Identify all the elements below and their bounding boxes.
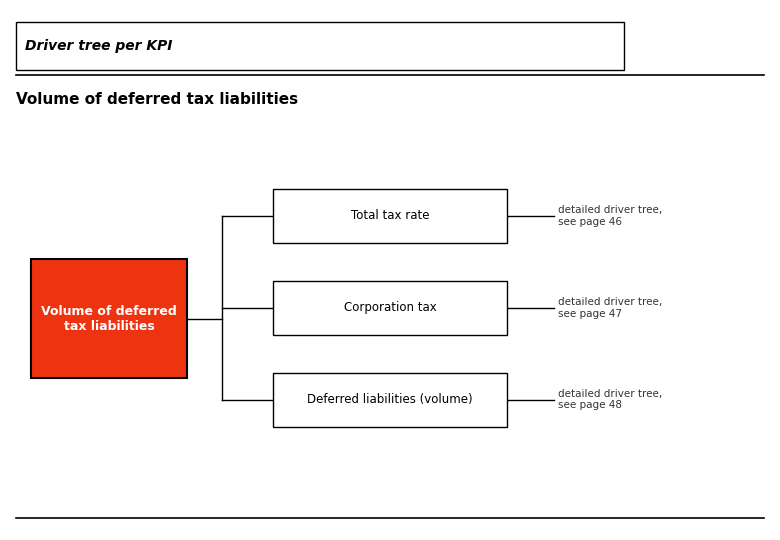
FancyBboxPatch shape [16, 22, 624, 70]
FancyBboxPatch shape [273, 189, 507, 243]
Text: Total tax rate: Total tax rate [351, 210, 429, 222]
Text: detailed driver tree,
see page 46: detailed driver tree, see page 46 [558, 205, 662, 227]
Text: detailed driver tree,
see page 48: detailed driver tree, see page 48 [558, 389, 662, 410]
Text: Corporation tax: Corporation tax [344, 301, 436, 314]
FancyBboxPatch shape [31, 259, 187, 378]
Text: Volume of deferred
tax liabilities: Volume of deferred tax liabilities [41, 305, 177, 333]
FancyBboxPatch shape [273, 281, 507, 335]
Text: Driver tree per KPI: Driver tree per KPI [25, 39, 172, 53]
Text: Volume of deferred tax liabilities: Volume of deferred tax liabilities [16, 92, 298, 107]
Text: Deferred liabilities (volume): Deferred liabilities (volume) [307, 393, 473, 406]
FancyBboxPatch shape [273, 373, 507, 427]
Text: detailed driver tree,
see page 47: detailed driver tree, see page 47 [558, 297, 662, 319]
